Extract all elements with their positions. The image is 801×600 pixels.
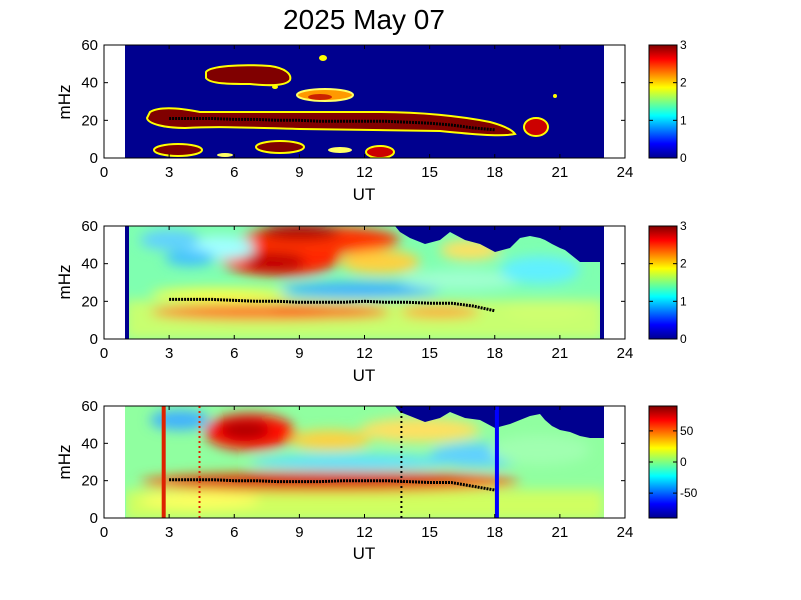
panel-1-heatmap: [125, 45, 604, 158]
panel-3-xlabel: UT: [353, 544, 376, 563]
panel-2-xlabel: UT: [353, 366, 376, 385]
y-tick-label: 40: [81, 256, 98, 273]
x-tick-label: 9: [295, 164, 303, 181]
panel-3-heatmap: [125, 406, 604, 518]
x-tick-label: 6: [230, 164, 238, 181]
x-tick-label: 6: [230, 345, 238, 362]
x-tick-label: 21: [552, 524, 569, 541]
colorbar-tick-label: 0: [680, 455, 687, 469]
y-tick-label: 20: [81, 112, 98, 129]
x-tick-label: 3: [165, 524, 173, 541]
y-tick-label: 0: [90, 331, 98, 348]
x-tick-label: 21: [552, 164, 569, 181]
panel-1-trace: [169, 117, 495, 132]
y-tick-label: 0: [90, 510, 98, 527]
y-tick-label: 60: [81, 218, 98, 235]
x-tick-label: 12: [356, 345, 373, 362]
x-tick-label: 0: [100, 524, 108, 541]
panel-3-spectrogram: 0 3 6 9 12 15 18 21 24 0 20 40 60 UT mHz 50 0 -50: [55, 398, 698, 563]
x-tick-label: 3: [165, 164, 173, 181]
panel-2-colorbar: 0 1 2 3: [648, 219, 687, 346]
colorbar-tick-label: 1: [680, 113, 687, 127]
x-tick-label: 24: [617, 164, 634, 181]
y-tick-label: 20: [81, 293, 98, 310]
colorbar-tick-label: 2: [680, 257, 687, 271]
figure-title: 2025 May 07: [283, 4, 445, 35]
panel-2-trace: [169, 297, 496, 313]
panel-1-ylabel: mHz: [55, 85, 74, 120]
colorbar-tick-label: 1: [680, 294, 687, 308]
panel-1-y-ticks: 0 20 40 60: [81, 37, 625, 167]
panel-3-colorbar: 50 0 -50: [648, 405, 698, 519]
panel-3-vertical-lines: [161, 406, 499, 518]
x-tick-label: 24: [617, 345, 634, 362]
y-tick-label: 40: [81, 435, 98, 452]
x-tick-label: 0: [100, 345, 108, 362]
x-tick-label: 15: [421, 524, 438, 541]
panel-2-y-ticks: 0 20 40 60: [81, 218, 625, 348]
x-tick-label: 12: [356, 524, 373, 541]
y-tick-label: 40: [81, 75, 98, 92]
panel-1-colorbar: 0 1 2 3: [648, 38, 687, 165]
x-tick-label: 12: [356, 164, 373, 181]
panel-2-heatmap: [125, 226, 604, 339]
x-tick-label: 15: [421, 164, 438, 181]
panel-3-trace: [169, 478, 496, 492]
panel-3-ylabel: mHz: [55, 445, 74, 480]
panel-1-xlabel: UT: [353, 185, 376, 204]
panel-3-y-ticks: 0 20 40 60: [81, 398, 625, 527]
y-tick-label: 20: [81, 473, 98, 490]
colorbar-tick-label: -50: [680, 486, 698, 500]
x-tick-label: 18: [486, 164, 503, 181]
x-tick-label: 18: [486, 345, 503, 362]
x-tick-label: 3: [165, 345, 173, 362]
colorbar-tick-label: 2: [680, 76, 687, 90]
panel-2-x-ticks: 0 3 6 9 12 15 18 21 24: [100, 226, 634, 362]
x-tick-label: 0: [100, 164, 108, 181]
x-tick-label: 15: [421, 345, 438, 362]
colorbar-tick-label: 0: [680, 151, 687, 165]
panel-2-ylabel: mHz: [55, 265, 74, 300]
x-tick-label: 18: [486, 524, 503, 541]
colorbar-tick-label: 3: [680, 38, 687, 52]
x-tick-label: 9: [295, 345, 303, 362]
y-tick-label: 60: [81, 37, 98, 54]
colorbar-tick-label: 50: [680, 424, 694, 438]
y-tick-label: 0: [90, 150, 98, 167]
y-tick-label: 60: [81, 398, 98, 415]
x-tick-label: 9: [295, 524, 303, 541]
colorbar-tick-label: 0: [680, 332, 687, 346]
panel-3-x-ticks: 0 3 6 9 12 15 18 21 24: [100, 406, 634, 541]
x-tick-label: 6: [230, 524, 238, 541]
x-tick-label: 21: [552, 345, 569, 362]
x-tick-label: 24: [617, 524, 634, 541]
panel-1-x-ticks: 0 3 6 9 12 15 18 21 24: [100, 45, 634, 181]
colorbar-tick-label: 3: [680, 219, 687, 233]
